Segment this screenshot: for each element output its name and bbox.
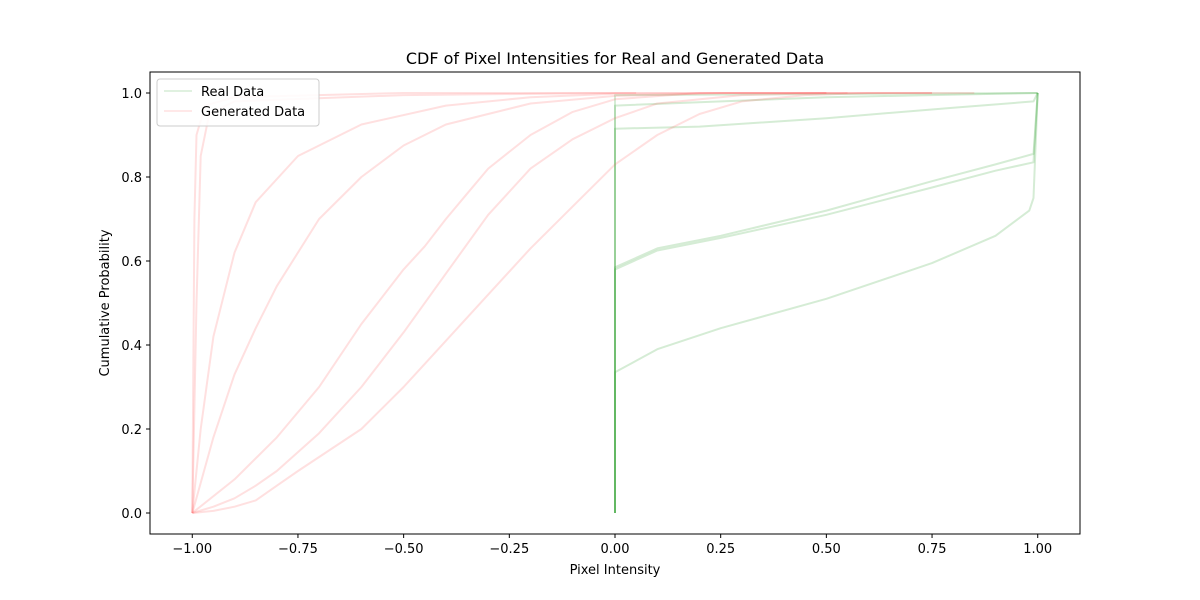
y-tick-label: 0.0 [121,507,142,522]
real-data-cdf-line-3 [614,92,1039,513]
x-tick-label: 1.00 [1023,542,1052,557]
x-tick-label: 0.75 [918,542,947,557]
x-tick-label: −0.75 [278,542,318,557]
x-axis-label: Pixel Intensity [570,563,661,578]
real-data-cdf-line-5 [614,92,1038,513]
y-tick-label: 0.8 [121,171,142,186]
real-data-cdf-line-2 [614,92,1039,513]
x-axis: −1.00 −0.75 −0.50 −0.25 0.00 0.25 0.50 0.75 1.00 [172,534,1052,557]
y-tick-label: 0.2 [121,423,142,438]
chart-title: CDF of Pixel Intensities for Real and Ge… [406,49,824,68]
y-tick-label: 1.0 [121,87,142,102]
x-tick-label: 0.00 [601,542,630,557]
generated-data-cdf-line-12 [192,92,932,514]
y-axis-label: Cumulative Probability [98,229,113,376]
real-data-cdf-line-0 [614,92,1039,513]
y-tick-label: 0.6 [121,255,142,270]
legend: Real Data Generated Data [156,78,320,127]
legend-box [156,78,320,127]
real-data-cdf-line-4 [614,92,1038,513]
x-tick-label: 0.25 [706,542,735,557]
generated-data-cdf-line-8 [191,92,932,514]
x-tick-label: −0.25 [489,542,529,557]
y-axis: 0.0 0.2 0.4 0.6 0.8 1.0 [121,87,150,522]
x-tick-label: −0.50 [384,542,424,557]
y-tick-label: 0.4 [121,339,142,354]
generated-data-cdf-line-10 [191,92,827,514]
generated-data-cdf-line-9 [191,92,848,514]
legend-label-real: Real Data [201,85,264,100]
x-tick-label: 0.50 [812,542,841,557]
real-data-cdf-line-1 [614,92,1039,513]
legend-label-generated: Generated Data [201,105,305,120]
generated-data-cdf-line-11 [192,92,827,514]
x-tick-label: −1.00 [172,542,212,557]
plot-area [191,92,1039,514]
